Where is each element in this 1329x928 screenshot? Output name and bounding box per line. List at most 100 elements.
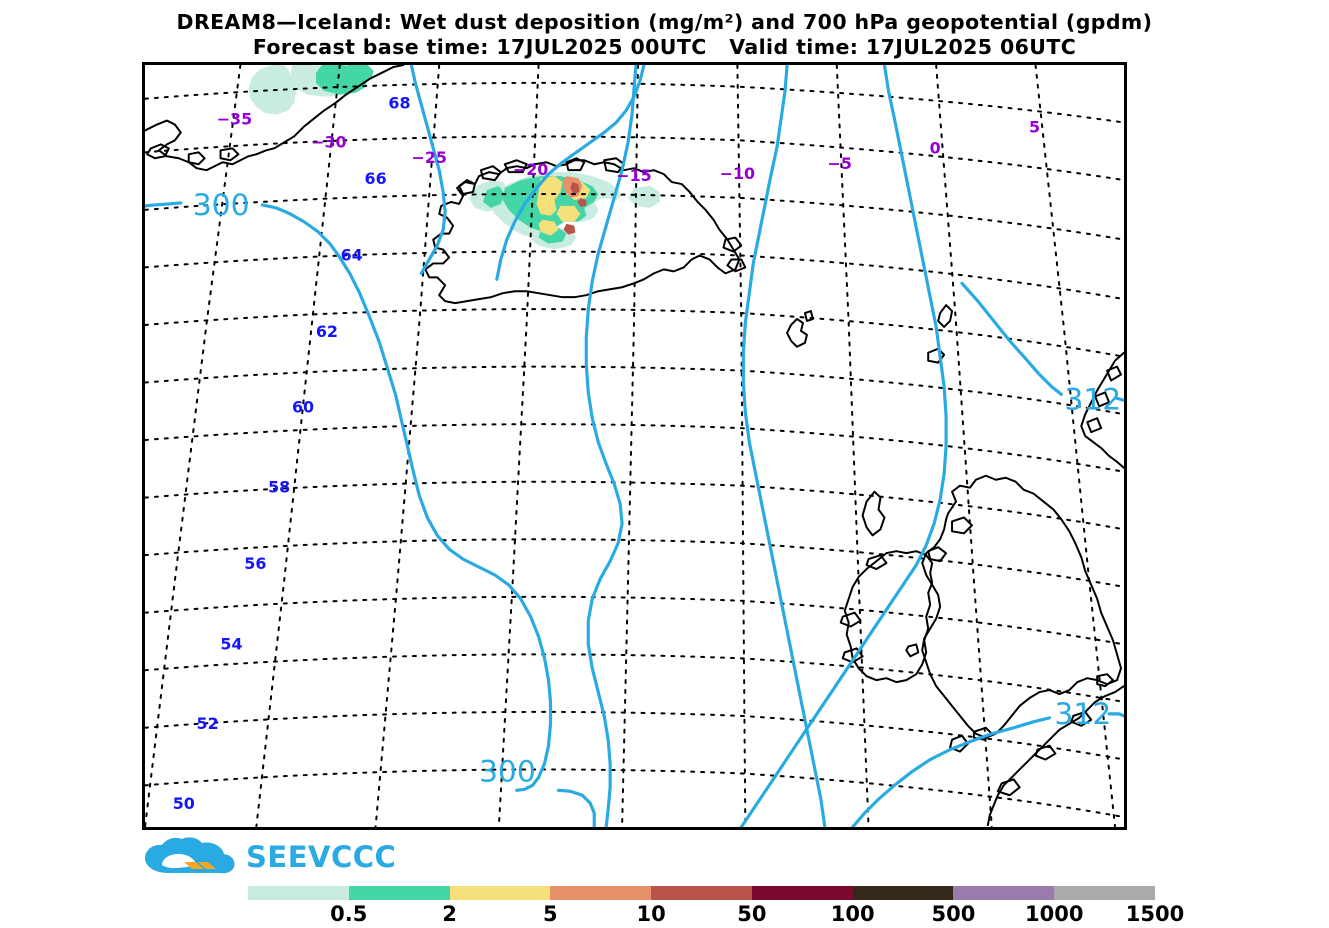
cloud-icon	[145, 837, 235, 874]
contour-central	[584, 65, 638, 827]
contour-label-300-upper: 300	[193, 188, 250, 223]
lat-label-62: 62	[316, 322, 338, 341]
colorbar-segment-6	[852, 886, 954, 900]
cloud-shape	[145, 837, 235, 874]
colorbar-tick-0.5: 0.5	[330, 902, 368, 926]
coastline-iceland-westfjords-3	[503, 159, 528, 174]
lon-label--5: −5	[828, 154, 852, 173]
coastlines	[145, 65, 1124, 827]
meridian--10	[835, 65, 870, 827]
coastline-iceland-east-fjord-1	[722, 236, 743, 253]
lat-label-58: 58	[268, 478, 290, 497]
contour-300-upper-right	[260, 203, 553, 779]
parallel-67	[145, 192, 1124, 241]
coastline-normandy	[1034, 744, 1057, 761]
contour-scotland	[739, 65, 948, 827]
dust-patch-north-pale	[248, 65, 297, 115]
colorbar-tick-500: 500	[931, 902, 976, 926]
contour-312-lower-left	[851, 716, 1052, 827]
parallel-65	[145, 308, 1124, 358]
contour-value-labels: 300 300 312 312	[193, 188, 1122, 790]
parallel-61	[145, 538, 1124, 588]
coastline-iceland-north-bay-1	[565, 157, 586, 172]
coastline-great-britain	[921, 474, 1123, 739]
coastline-norway-fjord-1	[1106, 365, 1123, 382]
colorbar-tick-50: 50	[737, 902, 767, 926]
colorbar-segment-2	[449, 886, 551, 900]
dust-patch-iceland-pale-e	[628, 186, 660, 208]
lon-label-5: 5	[1029, 117, 1040, 136]
meridian--15	[736, 65, 747, 827]
coastline-norway-fjord-2	[1094, 391, 1111, 408]
colorbar-tick-5: 5	[543, 902, 558, 926]
dust-patch-iceland-red-1	[570, 182, 580, 194]
coastline-iceland-westfjords-2	[479, 165, 502, 182]
coastline-faroe-islands	[786, 318, 808, 348]
contour-branch-northwest	[409, 65, 447, 275]
lat-label-56: 56	[244, 554, 266, 573]
lon-label--15: −15	[616, 166, 651, 185]
dust-patch-iceland-yellow	[536, 176, 563, 216]
parallel-57	[145, 768, 1124, 819]
lat-label-66: 66	[365, 169, 387, 188]
contour-300-lower-left	[515, 775, 541, 792]
coastline-ireland-shannon	[841, 647, 864, 664]
chart-title-line-1: DREAM8—Iceland: Wet dust deposition (mg/…	[176, 10, 1153, 34]
coastline-greenland	[145, 65, 405, 172]
dust-patch-iceland-green-2	[482, 186, 505, 208]
colorbar-segment-4	[651, 886, 752, 900]
colorbar-legend: 0.5 2 5 10 50 100 500 1000 1500	[248, 886, 1184, 928]
lat-label-64: 64	[341, 245, 363, 264]
contour-label-312-upper: 312	[1064, 382, 1121, 417]
logo-wordmark: SEEVCCC	[246, 840, 397, 874]
parallel-60	[145, 595, 1124, 646]
contour-312-upper-right	[1115, 396, 1124, 402]
coastline-ireland-donegal	[865, 554, 888, 571]
parallel-69	[145, 81, 1124, 124]
map-plot-area[interactable]: 300 300 312 312 −35 −30 −25 −20 −15 −10 …	[142, 62, 1127, 830]
coastline-europe-inlet-1	[1070, 710, 1093, 727]
dust-deposition-shading	[248, 65, 660, 250]
coastline-outer-hebrides	[861, 490, 886, 537]
chevron-arrow-2	[198, 862, 216, 869]
coastline-faroe-small	[803, 310, 814, 322]
meridian--5	[935, 65, 993, 827]
colorbar-strip	[248, 886, 1156, 900]
parallel-59	[145, 653, 1124, 703]
contour-312-upper	[960, 281, 1063, 396]
coastline-isle-of-man	[905, 643, 920, 658]
meridian--20	[621, 65, 639, 827]
colorbar-segment-0	[248, 886, 349, 900]
dust-patch-iceland-red-3	[577, 197, 587, 207]
colorbar-segment-1	[348, 886, 450, 900]
coastline-cornwall	[949, 734, 969, 753]
lon-label--20: −20	[513, 160, 548, 179]
coastline-greenland-inlet-1	[145, 143, 170, 160]
contour-300-lower-right	[556, 788, 596, 827]
lat-label-52: 52	[197, 714, 219, 733]
contour-label-312-lower: 312	[1054, 697, 1111, 732]
coastline-greenland-inlet-2	[187, 151, 206, 166]
contour-300-upper-left	[145, 201, 183, 208]
colorbar-tick-2: 2	[442, 902, 457, 926]
colorbar-segment-7	[953, 886, 1055, 900]
lon-label--35: −35	[217, 110, 252, 129]
meridian-0	[1034, 65, 1117, 827]
colorbar-tick-labels: 0.5 2 5 10 50 100 500 1000 1500	[248, 902, 1184, 928]
lat-label-54: 54	[220, 634, 242, 653]
parallel-66	[145, 250, 1124, 301]
coastline-scotland-firth-2	[927, 546, 948, 563]
colorbar-tick-1000: 1000	[1024, 902, 1084, 926]
lat-label-50: 50	[173, 794, 195, 813]
colorbar-segment-8	[1054, 886, 1156, 900]
parallel-64	[145, 365, 1124, 416]
contour-300-north	[495, 65, 646, 281]
dust-patch-north-green-2	[343, 65, 374, 83]
coastline-iceland	[424, 159, 741, 305]
colorbar-segment-3	[550, 886, 652, 900]
coastline-norway-fjord-3	[1086, 417, 1103, 434]
chart-subtitle-line-2: Forecast base time: 17JUL2025 00UTC Vali…	[252, 35, 1077, 59]
colorbar-tick-1500: 1500	[1125, 902, 1185, 926]
coastline-iceland-westfjords-1	[458, 179, 476, 195]
parallel-62	[145, 480, 1124, 531]
